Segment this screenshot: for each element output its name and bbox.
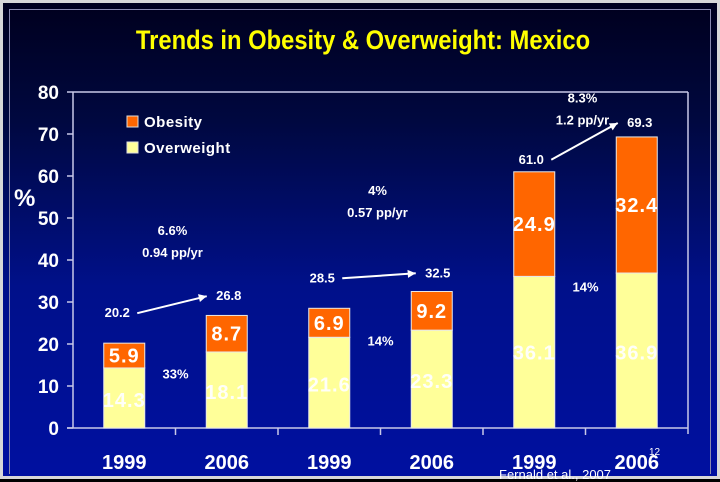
y-tick-label: 60 — [38, 167, 59, 188]
labels: 5.9 14.3 8.7 18.1 6.9 21.6 9.2 23.3 24.9 36.1 32.4… — [103, 91, 658, 412]
obesity-value-label: 32.4 — [615, 195, 658, 217]
trend-arrow-line — [342, 272, 416, 280]
change-percent-label: 6.6% — [158, 223, 188, 238]
overweight-value-label: 23.3 — [410, 371, 453, 393]
bar-obesity — [308, 307, 351, 338]
y-tick-label: 30 — [38, 293, 59, 314]
x-category-label: 1999 — [102, 452, 147, 474]
trend-arrow-head-icon — [407, 269, 416, 278]
bars — [103, 136, 658, 429]
y-tick-label: 20 — [38, 335, 59, 356]
obesity-value-label: 5.9 — [109, 346, 140, 368]
x-category-label: 2006 — [615, 452, 660, 474]
rate-label: 0.94 pp/yr — [142, 245, 203, 260]
total-label: 28.5 — [310, 270, 335, 285]
overweight-value-label: 18.1 — [205, 382, 248, 404]
x-category-label: 2006 — [410, 452, 455, 474]
bar-overweight — [615, 272, 658, 429]
y-axis-label: % — [14, 185, 35, 212]
overweight-change-label: 14% — [367, 333, 393, 348]
x-category-label: 1999 — [512, 452, 557, 474]
x-category-label: 1999 — [307, 452, 352, 474]
bar-overweight — [205, 351, 248, 429]
obesity-value-label: 6.9 — [314, 313, 345, 335]
y-tick-label: 70 — [38, 125, 59, 146]
bar-obesity — [410, 291, 453, 331]
bar-overweight — [308, 336, 351, 429]
total-label: 69.3 — [627, 115, 652, 130]
overweight-change-label: 33% — [162, 366, 188, 381]
trend-arrow-line — [137, 295, 207, 315]
y-tick-label: 0 — [48, 419, 59, 440]
overweight-value-label: 21.6 — [308, 375, 351, 397]
total-label: 20.2 — [105, 305, 130, 320]
y-tick-label: 80 — [38, 83, 59, 104]
obesity-value-label: 8.7 — [211, 324, 242, 346]
change-percent-label: 4% — [368, 183, 387, 198]
change-percent-label: 8.3% — [568, 91, 598, 106]
bar-obesity — [615, 136, 658, 274]
obesity-value-label: 24.9 — [513, 214, 556, 236]
y-tick-label: 10 — [38, 377, 59, 398]
legend-swatch-overweight — [126, 141, 139, 154]
overweight-change-label: 14% — [572, 280, 598, 295]
x-category-label: 2006 — [205, 452, 250, 474]
bar-obesity — [205, 314, 248, 353]
axes: 0 10 20 30 40 50 60 70 80 1999 2006 1999 2006 1999 200… — [38, 83, 689, 474]
y-tick-label: 50 — [38, 209, 59, 230]
source-citation: Fernald et al., 2007 — [499, 467, 611, 482]
total-label: 26.8 — [216, 288, 241, 303]
y-tick-label: 40 — [38, 251, 59, 272]
slide-title: Trends in Obesity & Overweight: Mexico — [135, 25, 591, 55]
legend: Obesity Overweight — [126, 114, 231, 157]
overweight-value-label: 36.1 — [513, 342, 556, 364]
legend-swatch-obesity — [126, 115, 139, 128]
slide-number: 12 — [649, 447, 661, 458]
bar-obesity — [513, 171, 556, 277]
legend-label-obesity: Obesity — [144, 114, 203, 131]
obesity-value-label: 9.2 — [416, 301, 447, 323]
bar-overweight — [410, 329, 453, 429]
trend-arrow-line — [550, 122, 619, 161]
total-label: 61.0 — [519, 152, 544, 167]
legend-label-overweight: Overweight — [144, 140, 231, 157]
rate-label: 1.2 pp/yr — [556, 113, 609, 128]
total-label: 32.5 — [425, 265, 450, 280]
stacked-bar-chart: 0 10 20 30 40 50 60 70 80 1999 2006 1999 2006 1999 200… — [14, 83, 689, 482]
overweight-value-label: 36.9 — [615, 342, 658, 364]
trend-arrow-head-icon — [608, 122, 618, 131]
bar-obesity — [103, 342, 146, 369]
slide-frame — [9, 9, 711, 474]
trend-arrow-head-icon — [198, 294, 207, 302]
overweight-value-label: 14.3 — [103, 390, 146, 412]
rate-label: 0.57 pp/yr — [347, 205, 408, 220]
